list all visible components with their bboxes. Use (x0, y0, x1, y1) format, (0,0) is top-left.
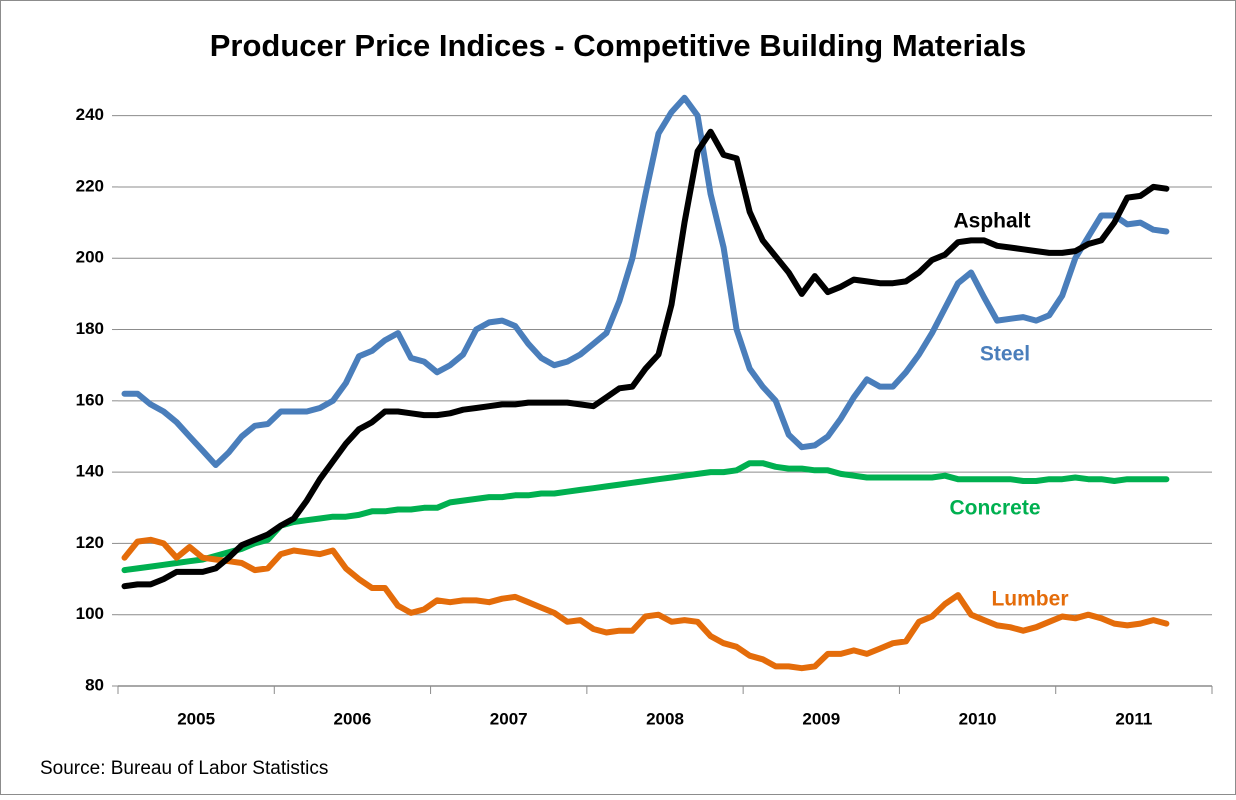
series-line (121, 536, 1170, 672)
x-tick-label: 2005 (177, 709, 215, 728)
y-tick-label: 100 (76, 604, 104, 623)
x-tick-label: 2006 (334, 709, 372, 728)
y-tick-label: 220 (76, 176, 104, 195)
series-label: Lumber (991, 588, 1068, 611)
y-tick-label: 140 (76, 462, 104, 481)
y-tick-label: 200 (76, 248, 104, 267)
source-note: Source: Bureau of Labor Statistics (40, 758, 328, 779)
chart-title: Producer Price Indices - Competitive Bui… (210, 28, 1027, 63)
series-label: Asphalt (953, 210, 1030, 233)
y-tick-label: 240 (76, 105, 104, 124)
x-tick-label: 2007 (490, 709, 528, 728)
y-tick-label: 180 (76, 319, 104, 338)
y-tick-label: 80 (85, 675, 104, 694)
y-tick-label: 120 (76, 533, 104, 552)
x-tick-label: 2009 (802, 709, 840, 728)
series-line (121, 128, 1170, 590)
y-tick-label: 160 (76, 390, 104, 409)
x-tick-label: 2011 (1115, 709, 1152, 728)
series-line (121, 94, 1170, 468)
series-label: Steel (980, 343, 1030, 366)
x-tick-label: 2008 (646, 709, 684, 728)
x-tick-label: 2010 (959, 709, 997, 728)
series-line (121, 460, 1170, 574)
series-label: Concrete (949, 497, 1040, 520)
